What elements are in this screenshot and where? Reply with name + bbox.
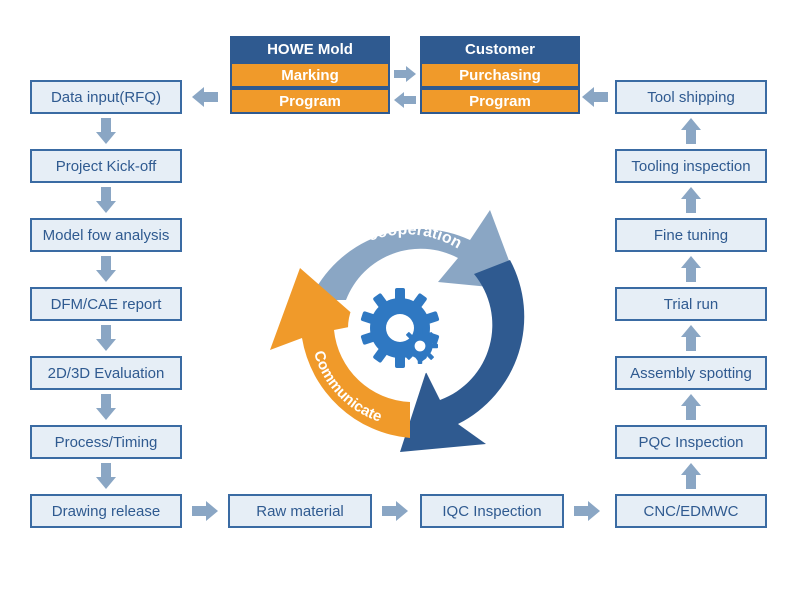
left-step-1: Project Kick-off	[30, 149, 182, 183]
right-step-0: Tool shipping	[615, 80, 767, 114]
top-right-row-1: Program	[420, 88, 580, 114]
left-step-6: Drawing release	[30, 494, 182, 528]
left-step-2: Model fow analysis	[30, 218, 182, 252]
right-step-2: Fine tuning	[615, 218, 767, 252]
top-left-row-1: Program	[230, 88, 390, 114]
right-step-1: Tooling inspection	[615, 149, 767, 183]
right-step-3: Trial run	[615, 287, 767, 321]
left-step-3: DFM/CAE report	[30, 287, 182, 321]
top-right-header: Customer	[420, 36, 580, 62]
top-left-header: HOWE Mold	[230, 36, 390, 62]
right-step-4: Assembly spotting	[615, 356, 767, 390]
gear-icon	[348, 276, 452, 380]
center-cycle-graphic: cooperation win-win Communicate	[240, 150, 560, 470]
bottom-step-0: Raw material	[228, 494, 372, 528]
left-step-4: 2D/3D Evaluation	[30, 356, 182, 390]
top-right-row-0: Purchasing	[420, 62, 580, 88]
left-step-0: Data input(RFQ)	[30, 80, 182, 114]
right-step-6: CNC/EDMWC	[615, 494, 767, 528]
bottom-step-1: IQC Inspection	[420, 494, 564, 528]
right-step-5: PQC Inspection	[615, 425, 767, 459]
top-left-row-0: Marking	[230, 62, 390, 88]
left-step-5: Process/Timing	[30, 425, 182, 459]
